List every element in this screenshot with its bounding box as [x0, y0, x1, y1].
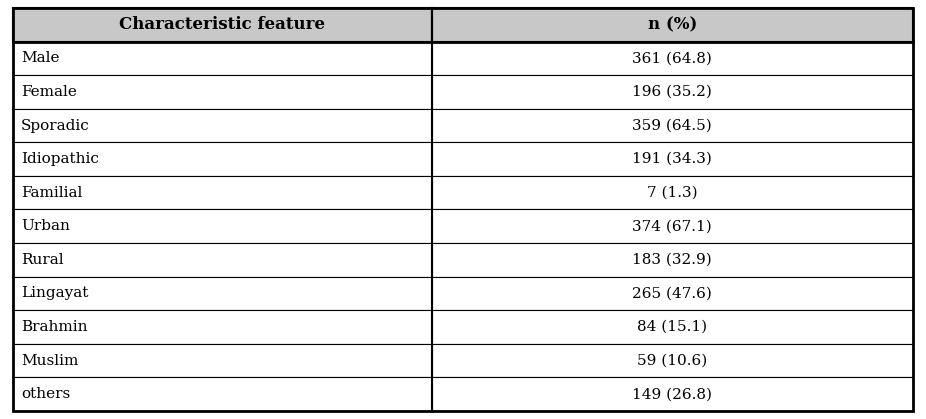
Text: 7 (1.3): 7 (1.3): [647, 186, 697, 200]
Bar: [432, 142, 913, 176]
Bar: [13, 176, 432, 210]
Bar: [13, 243, 432, 277]
Text: Lingayat: Lingayat: [21, 287, 88, 300]
Bar: [432, 378, 913, 411]
Text: 59 (10.6): 59 (10.6): [637, 354, 707, 367]
Bar: [432, 277, 913, 310]
Bar: [432, 75, 913, 109]
Text: Male: Male: [21, 52, 59, 65]
Bar: [432, 210, 913, 243]
Text: 359 (64.5): 359 (64.5): [632, 119, 712, 132]
Text: Muslim: Muslim: [21, 354, 79, 367]
Text: Rural: Rural: [21, 253, 64, 267]
Bar: [13, 41, 432, 75]
Text: Familial: Familial: [21, 186, 82, 200]
Text: Sporadic: Sporadic: [21, 119, 90, 132]
Text: Idiopathic: Idiopathic: [21, 152, 99, 166]
Bar: [13, 277, 432, 310]
Bar: [432, 310, 913, 344]
Bar: [432, 8, 913, 41]
Text: 183 (32.9): 183 (32.9): [632, 253, 712, 267]
Bar: [13, 210, 432, 243]
Bar: [13, 344, 432, 378]
Text: 191 (34.3): 191 (34.3): [632, 152, 712, 166]
Bar: [13, 75, 432, 109]
Text: Urban: Urban: [21, 219, 69, 233]
Text: 265 (47.6): 265 (47.6): [632, 287, 712, 300]
Text: 149 (26.8): 149 (26.8): [632, 387, 712, 401]
Bar: [13, 8, 432, 41]
Text: n (%): n (%): [647, 16, 697, 33]
Bar: [13, 310, 432, 344]
Bar: [432, 109, 913, 142]
Text: 84 (15.1): 84 (15.1): [637, 320, 707, 334]
Bar: [432, 243, 913, 277]
Bar: [13, 109, 432, 142]
Text: Characteristic feature: Characteristic feature: [119, 16, 325, 33]
Text: 361 (64.8): 361 (64.8): [632, 52, 712, 65]
Bar: [13, 378, 432, 411]
Bar: [432, 41, 913, 75]
Text: 196 (35.2): 196 (35.2): [632, 85, 712, 99]
Text: Female: Female: [21, 85, 77, 99]
Text: 374 (67.1): 374 (67.1): [632, 219, 712, 233]
Bar: [13, 142, 432, 176]
Text: others: others: [21, 387, 70, 401]
Bar: [432, 344, 913, 378]
Text: Brahmin: Brahmin: [21, 320, 87, 334]
Bar: [432, 176, 913, 210]
